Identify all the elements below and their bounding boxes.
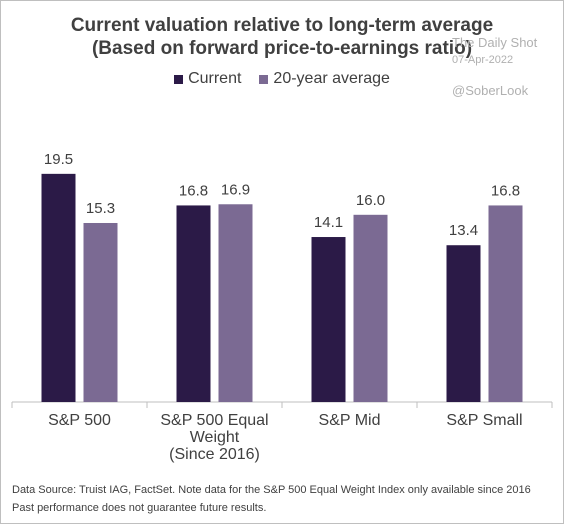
data-label-current: 14.1 xyxy=(314,214,343,231)
footnote-source: Data Source: Truist IAG, FactSet. Note d… xyxy=(12,484,531,496)
legend-label-average: 20-year average xyxy=(273,70,390,87)
legend-item-current: Current xyxy=(174,70,241,88)
data-label-average: 15.3 xyxy=(86,200,115,217)
bar-current xyxy=(446,245,481,402)
watermark-date: 07-Apr-2022 xyxy=(452,54,514,66)
bar-average xyxy=(488,205,523,402)
data-label-current: 19.5 xyxy=(44,151,73,168)
bar-current xyxy=(311,237,346,402)
bar-average xyxy=(353,214,388,402)
bar-average xyxy=(83,222,118,402)
x-tick-label: S&P Mid xyxy=(319,412,381,429)
bar-current xyxy=(41,173,76,402)
x-tick-label: (Since 2016) xyxy=(169,446,260,463)
legend-label-current: Current xyxy=(188,70,242,87)
footnote-disclaimer: Past performance does not guarantee futu… xyxy=(12,502,267,514)
watermark-handle: @SoberLook xyxy=(452,83,529,98)
data-label-current: 13.4 xyxy=(449,222,478,239)
chart-title-line1: Current valuation relative to long-term … xyxy=(70,15,494,36)
data-label-average: 16.0 xyxy=(356,192,385,209)
x-tick-label: S&P 500 Equal xyxy=(160,412,268,429)
bar-current xyxy=(176,205,211,402)
data-label-current: 16.8 xyxy=(179,182,208,199)
chart-title-line2: (Based on forward price-to-earnings rati… xyxy=(91,38,473,59)
watermark-source: The Daily Shot xyxy=(452,35,538,50)
legend-item-average: 20-year average xyxy=(259,70,390,88)
x-tick-label: S&P 500 xyxy=(48,412,111,429)
data-label-average: 16.8 xyxy=(491,182,520,199)
legend-swatch-current xyxy=(174,74,184,84)
legend-swatch-average xyxy=(259,74,269,84)
x-tick-label: Weight xyxy=(190,429,240,446)
chart-title: Current valuation relative to long-term … xyxy=(0,14,564,60)
x-tick-label: S&P Small xyxy=(446,412,522,429)
data-label-average: 16.9 xyxy=(221,181,250,198)
chart-legend: Current 20-year average xyxy=(0,70,564,88)
bar-average xyxy=(218,204,253,402)
